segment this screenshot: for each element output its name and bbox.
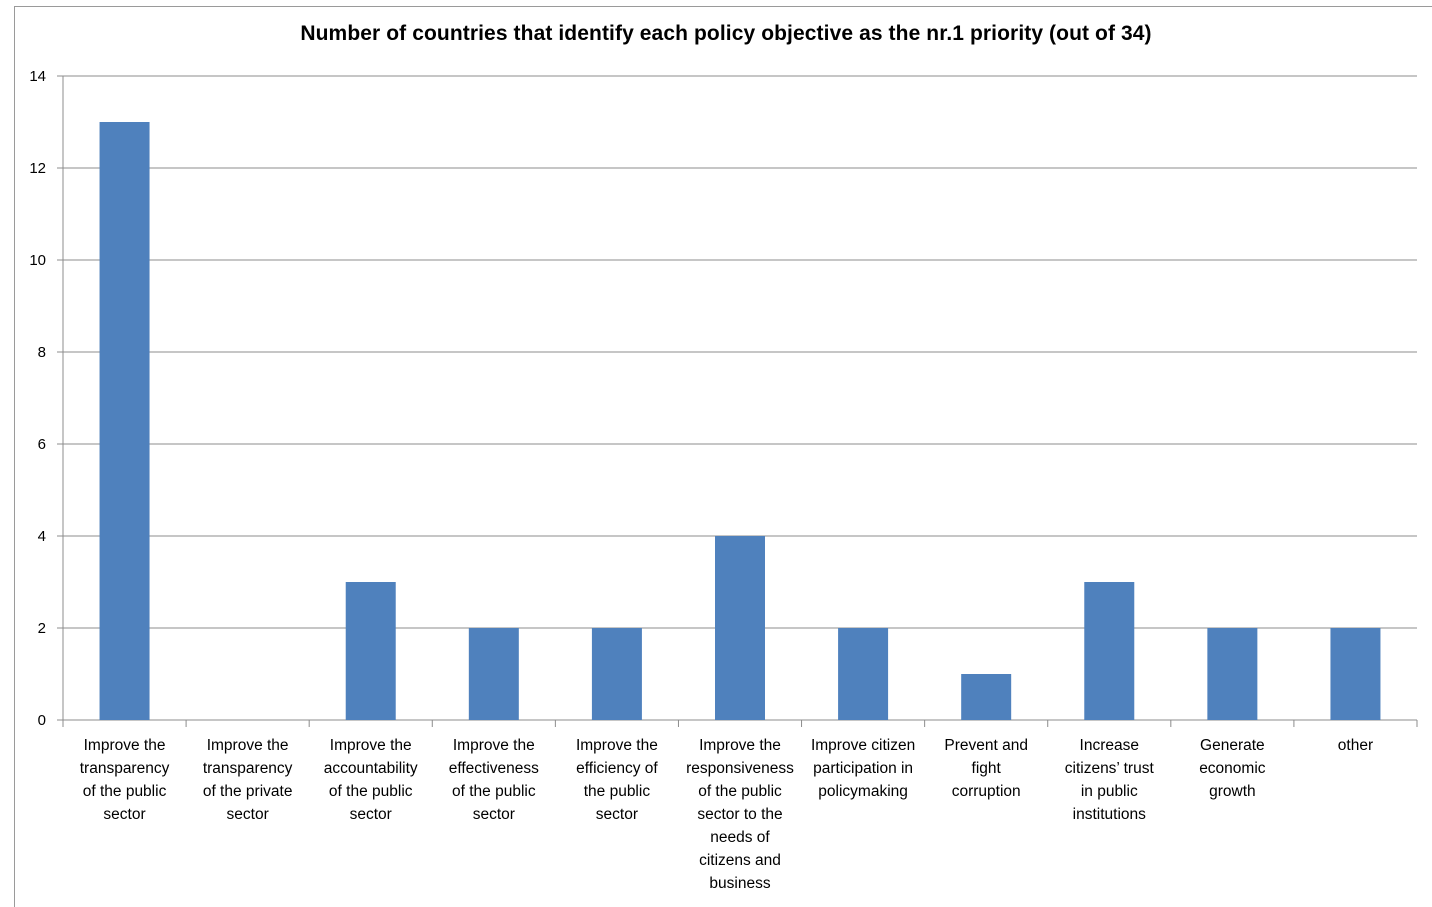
bar <box>99 122 150 720</box>
x-tick-label: Improve the efficiency of the public sector <box>576 737 658 823</box>
x-tick-label: Improve the effectiveness of the public sec… <box>449 737 539 823</box>
y-tick-label: 12 <box>29 160 46 177</box>
y-tick-label: 10 <box>29 252 46 269</box>
x-tick-label: Improve citizen participation in policymak… <box>811 737 915 800</box>
x-tick-label: Generate economic growth <box>1199 737 1266 800</box>
bar <box>961 674 1012 720</box>
y-tick-label: 0 <box>38 712 46 729</box>
x-tick-label: other <box>1338 737 1373 754</box>
y-tick-label: 14 <box>29 68 46 85</box>
x-tick-label: Prevent and fight corruption <box>944 737 1028 800</box>
bar <box>1084 582 1135 720</box>
x-tick-label: Improve the transparency of the public sect… <box>80 737 170 823</box>
x-tick-label: Improve the transparency of the private sec… <box>203 737 293 823</box>
x-tick-label: Increase citizens’ trust in public institut… <box>1065 737 1155 823</box>
bar <box>1330 628 1381 720</box>
chart-title: Number of countries that identify each p… <box>300 22 1152 45</box>
y-tick-label: 4 <box>38 528 46 545</box>
x-tick-label: Improve the responsiveness of the public se… <box>686 737 794 892</box>
x-tick-label: Improve the accountability of the public se… <box>324 737 418 823</box>
chart-frame <box>14 6 1432 907</box>
bar <box>715 536 765 720</box>
y-tick-label: 2 <box>38 620 46 637</box>
y-tick-label: 6 <box>38 436 46 453</box>
bar <box>838 628 889 720</box>
bar <box>1207 628 1258 720</box>
bar <box>591 628 642 720</box>
y-tick-label: 8 <box>38 344 46 361</box>
bar <box>345 582 396 720</box>
bar <box>468 628 519 720</box>
